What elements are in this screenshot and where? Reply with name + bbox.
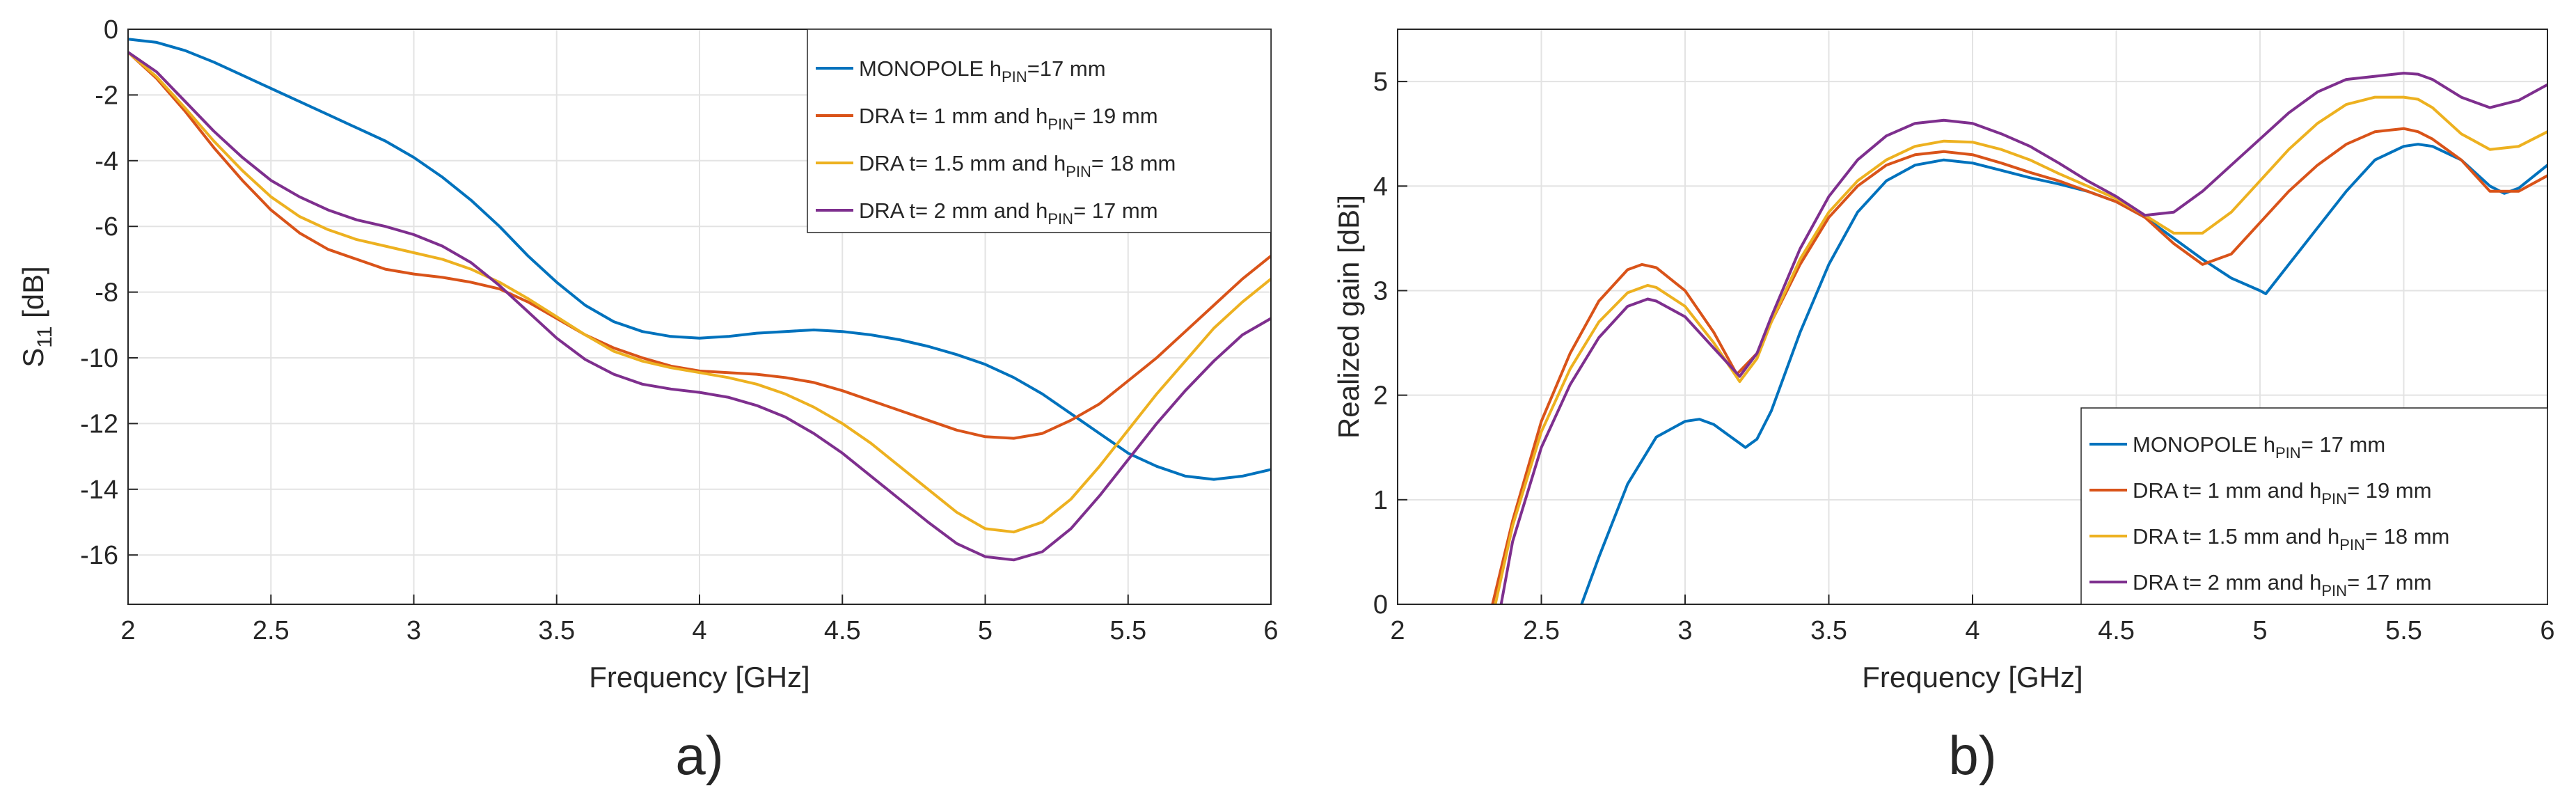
legend-a-box	[807, 29, 1272, 233]
x-tick-label: 5	[2252, 616, 2267, 645]
x-tick-label: 5.5	[1109, 616, 1146, 645]
legend-entry-sub: PIN	[2321, 582, 2347, 599]
legend-entry-label: MONOPOLE hPIN= 17 mm	[2133, 432, 2385, 462]
x-axis-label-a: Frequency [GHz]	[589, 661, 809, 693]
y-tick-label: -14	[80, 475, 118, 505]
y-tick-label: 3	[1373, 276, 1388, 306]
y-tick-label: 2	[1373, 382, 1388, 411]
legend-entry-main: DRA t= 2 mm and h	[859, 198, 1048, 223]
chart-a-s11: 2 2.5 3 3.5 4 4.5 5 5.5 6 0-2-4-6-8-10-12-14-16 …	[17, 15, 1279, 786]
y-axis-label-b: Realized gain [dBi]	[1332, 195, 1365, 439]
series-line-monopole	[1580, 143, 2547, 604]
y-tick-label: 4	[1373, 172, 1388, 201]
legend-entry-main: MONOPOLE h	[2133, 432, 2275, 457]
x-tick-label: 2	[120, 616, 135, 645]
series-group-a	[128, 38, 1271, 562]
series-line-dra-3	[128, 51, 1271, 562]
legend-entry-rest: = 18 mm	[1091, 151, 1176, 175]
legend-entry-label: DRA t= 2 mm and hPIN= 17 mm	[2133, 570, 2432, 599]
y-tick-label: -16	[80, 541, 118, 570]
legend-entry-label: DRA t= 1 mm and hPIN= 19 mm	[859, 104, 1158, 133]
x-tick-label: 6	[2540, 616, 2554, 645]
x-tick-label: 4.5	[2098, 616, 2135, 645]
y-tick-label: -8	[95, 278, 118, 308]
x-tick-label: 3	[1677, 616, 1692, 645]
legend-entry-rest: = 19 mm	[1073, 104, 1157, 128]
y-axis-label-a-unit: [dB]	[17, 266, 49, 326]
y-tick-labels-b: 0 1 2 3 4 5	[1373, 68, 1407, 620]
legend-entry-main: DRA t= 1.5 mm and h	[859, 151, 1066, 175]
legend-entry-rest: = 17 mm	[1073, 198, 1157, 223]
y-tick-label: -10	[80, 344, 118, 373]
chart-b-realized-gain: 2 2.5 3 3.5 4 4.5 5 5.5 6 0 1 2 3 4 5 Frequency [GHz]…	[1332, 29, 2555, 786]
x-tick-label: 2	[1390, 616, 1405, 645]
x-tick-label: 2.5	[253, 616, 290, 645]
y-tick-labels-a: 0 -2 -4 -6 -8 -10 -12 -14 -16	[80, 15, 138, 570]
legend-entry-sub: PIN	[1066, 163, 1091, 180]
x-tick-label: 6	[1263, 616, 1278, 645]
x-tick-label: 5.5	[2385, 616, 2422, 645]
legend-entry-rest: =17 mm	[1027, 56, 1106, 81]
legend-entry-label: DRA t= 1.5 mm and hPIN= 18 mm	[2133, 524, 2449, 553]
legend-entry-main: DRA t= 1 mm and h	[2133, 478, 2321, 503]
y-tick-label: 0	[1373, 590, 1388, 620]
y-tick-label: 0	[104, 15, 118, 45]
x-axis-label-b: Frequency [GHz]	[1862, 661, 2083, 693]
y-axis-label-a: S11 [dB]	[17, 266, 56, 368]
x-tick-label: 4.5	[824, 616, 861, 645]
legend-entry-label: DRA t= 1.5 mm and hPIN= 18 mm	[859, 151, 1176, 180]
legend-entry-rest: = 19 mm	[2347, 478, 2431, 503]
legend-entry-sub: PIN	[1048, 116, 1073, 133]
legend-entry-label: DRA t= 2 mm and hPIN= 17 mm	[859, 198, 1158, 228]
x-tick-label: 4	[1965, 616, 1980, 645]
legend-entry-sub: PIN	[2275, 444, 2301, 462]
x-tick-label: 3.5	[1810, 616, 1847, 645]
panel-label-a: a)	[675, 725, 723, 786]
y-tick-label: -4	[95, 147, 118, 176]
y-tick-label: -2	[95, 81, 118, 110]
y-axis-label-a-main: S	[17, 348, 49, 368]
y-tick-label: -6	[95, 212, 118, 242]
legend-entry-rest: = 17 mm	[2347, 570, 2431, 595]
legend-entry-sub: PIN	[2339, 536, 2365, 553]
series-line-dra-1	[1491, 127, 2547, 604]
x-tick-label: 3.5	[538, 616, 575, 645]
series-group-b	[1491, 72, 2547, 604]
legend-entry-label: DRA t= 1 mm and hPIN= 19 mm	[2133, 478, 2432, 508]
series-line-monopole	[128, 38, 1271, 481]
legend-entry-label: MONOPOLE hPIN=17 mm	[859, 56, 1106, 86]
legend-entry-sub: PIN	[1002, 68, 1027, 86]
x-tick-label: 2.5	[1523, 616, 1560, 645]
x-tick-labels-a: 2 2.5 3 3.5 4 4.5 5 5.5 6	[120, 595, 1279, 645]
y-tick-label: 5	[1373, 68, 1388, 97]
panel-label-b: b)	[1948, 725, 1996, 786]
legend-entry-main: DRA t= 1.5 mm and h	[2133, 524, 2339, 549]
x-tick-label: 5	[978, 616, 993, 645]
legend-entry-sub: PIN	[2321, 490, 2347, 508]
series-line-dra-2	[128, 51, 1271, 534]
y-axis-label-a-sub: 11	[33, 327, 56, 348]
y-tick-label: 1	[1373, 486, 1388, 515]
x-tick-label: 4	[692, 616, 706, 645]
y-tick-label: -12	[80, 409, 118, 439]
x-tick-label: 3	[406, 616, 421, 645]
legend-b-box	[2080, 407, 2548, 605]
legend-entry-main: MONOPOLE h	[859, 56, 1002, 81]
legend-entry-main: DRA t= 1 mm and h	[859, 104, 1048, 128]
legend-entry-rest: = 18 mm	[2365, 524, 2449, 549]
legend-entry-main: DRA t= 2 mm and h	[2133, 570, 2321, 595]
series-line-dra-3	[1499, 72, 2547, 604]
legend-entry-rest: = 17 mm	[2301, 432, 2385, 457]
legend-entry-sub: PIN	[1048, 210, 1073, 228]
series-line-dra-1	[128, 51, 1271, 440]
series-line-dra-2	[1494, 95, 2547, 604]
x-tick-labels-b: 2 2.5 3 3.5 4 4.5 5 5.5 6	[1390, 595, 2555, 645]
